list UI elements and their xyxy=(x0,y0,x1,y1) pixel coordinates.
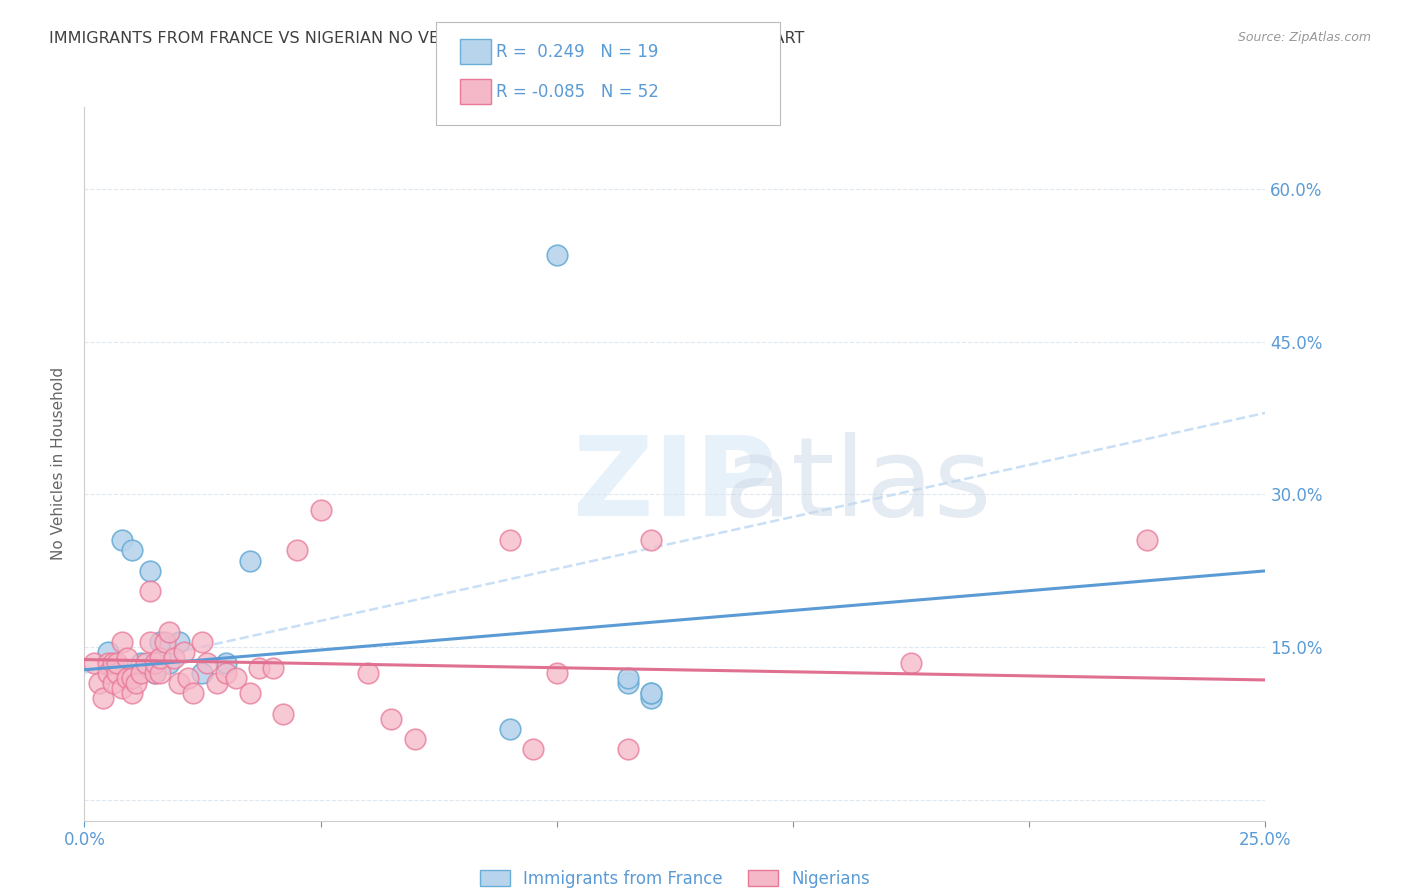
Point xyxy=(522,742,544,756)
Point xyxy=(225,671,247,685)
Point xyxy=(97,645,120,659)
Point xyxy=(139,584,162,599)
Point xyxy=(239,554,262,568)
Text: R = -0.085   N = 52: R = -0.085 N = 52 xyxy=(496,83,659,101)
Point xyxy=(139,564,162,578)
Point xyxy=(247,661,270,675)
Point xyxy=(121,686,143,700)
Point xyxy=(149,665,172,680)
Point xyxy=(143,656,166,670)
Point xyxy=(191,665,214,680)
Point xyxy=(177,671,200,685)
Point xyxy=(157,656,180,670)
Text: ZIP: ZIP xyxy=(574,432,776,539)
Point xyxy=(309,502,332,516)
Point xyxy=(239,686,262,700)
Point xyxy=(1136,533,1159,548)
Point xyxy=(107,656,129,670)
Y-axis label: No Vehicles in Household: No Vehicles in Household xyxy=(51,368,66,560)
Point xyxy=(262,661,284,675)
Point xyxy=(107,665,129,680)
Point xyxy=(640,686,662,700)
Point xyxy=(498,533,520,548)
Point xyxy=(498,722,520,736)
Point xyxy=(111,681,134,695)
Point xyxy=(115,650,138,665)
Text: R =  0.249   N = 19: R = 0.249 N = 19 xyxy=(496,43,658,61)
Point xyxy=(546,248,568,262)
Point xyxy=(616,671,638,685)
Point xyxy=(616,742,638,756)
Point xyxy=(129,656,152,670)
Point xyxy=(125,676,148,690)
Legend: Immigrants from France, Nigerians: Immigrants from France, Nigerians xyxy=(474,863,876,892)
Point xyxy=(167,676,190,690)
Text: atlas: atlas xyxy=(724,432,993,539)
Point xyxy=(83,656,105,670)
Text: Source: ZipAtlas.com: Source: ZipAtlas.com xyxy=(1237,31,1371,45)
Point xyxy=(404,732,426,747)
Text: IMMIGRANTS FROM FRANCE VS NIGERIAN NO VEHICLES IN HOUSEHOLD CORRELATION CHART: IMMIGRANTS FROM FRANCE VS NIGERIAN NO VE… xyxy=(49,31,804,46)
Point xyxy=(167,635,190,649)
Point xyxy=(271,706,294,721)
Point xyxy=(149,635,172,649)
Point xyxy=(205,676,228,690)
Point xyxy=(357,665,380,680)
Point xyxy=(157,625,180,640)
Point xyxy=(129,665,152,680)
Point xyxy=(121,543,143,558)
Point xyxy=(900,656,922,670)
Point xyxy=(121,671,143,685)
Point xyxy=(101,676,124,690)
Point xyxy=(163,650,186,665)
Point xyxy=(616,676,638,690)
Point xyxy=(153,635,176,649)
Point xyxy=(97,656,120,670)
Point xyxy=(215,665,238,680)
Point xyxy=(546,665,568,680)
Point xyxy=(143,665,166,680)
Point xyxy=(640,691,662,706)
Point xyxy=(115,671,138,685)
Point xyxy=(215,656,238,670)
Point xyxy=(111,533,134,548)
Point xyxy=(135,656,157,670)
Point xyxy=(149,650,172,665)
Point xyxy=(97,665,120,680)
Point xyxy=(143,665,166,680)
Point xyxy=(640,533,662,548)
Point xyxy=(173,645,195,659)
Point xyxy=(640,686,662,700)
Point xyxy=(87,676,110,690)
Point xyxy=(191,635,214,649)
Point xyxy=(111,635,134,649)
Point xyxy=(380,712,402,726)
Point xyxy=(101,656,124,670)
Point xyxy=(195,656,218,670)
Point xyxy=(91,691,114,706)
Point xyxy=(139,635,162,649)
Point xyxy=(181,686,204,700)
Point xyxy=(285,543,308,558)
